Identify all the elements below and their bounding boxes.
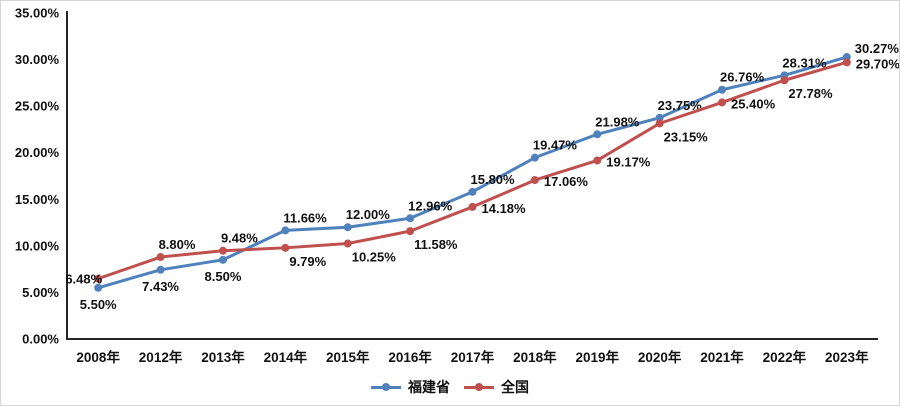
y-tick-label: 25.00% <box>15 99 60 114</box>
y-tick-label: 0.00% <box>22 332 59 347</box>
axis-lines <box>66 11 878 340</box>
data-label: 29.70% <box>856 56 900 71</box>
y-tick-label: 30.00% <box>15 52 60 67</box>
x-axis-label: 2013年 <box>201 349 245 365</box>
data-label: 30.27% <box>855 41 900 56</box>
data-point <box>281 243 290 252</box>
x-axis-label: 2019年 <box>575 349 619 365</box>
legend-label-fujian: 福建省 <box>408 379 450 395</box>
x-axis-label: 2015年 <box>326 349 370 365</box>
series-fujian: 5.50% 7.43% 8.50% 11.66% 12.00% 12.96% 15.80% 1… <box>80 41 900 312</box>
data-point <box>94 274 103 283</box>
y-tick-label: 35.00% <box>15 6 60 21</box>
x-axis-label: 2008年 <box>76 349 120 365</box>
data-point <box>593 130 602 139</box>
data-point <box>343 223 352 232</box>
data-point <box>406 227 415 236</box>
legend-label-national: 全国 <box>501 379 529 395</box>
data-point <box>655 113 664 122</box>
data-point <box>718 85 727 94</box>
data-label: 23.15% <box>664 129 709 144</box>
x-axis-label: 2018年 <box>513 349 557 365</box>
data-label: 8.50% <box>205 269 242 284</box>
data-label: 21.98% <box>595 114 640 129</box>
data-label: 14.18% <box>482 201 527 216</box>
legend-marker-fujian-icon <box>371 383 401 391</box>
data-point <box>718 98 727 107</box>
series-national: 6.48% 8.80% 9.48% 9.79% 10.25% 11.58% 14.18% 17… <box>65 56 900 287</box>
x-axis-label: 2017年 <box>451 349 495 365</box>
data-point <box>530 153 539 162</box>
data-point <box>218 246 227 255</box>
data-point <box>156 265 165 274</box>
data-label: 7.43% <box>142 279 179 294</box>
y-tick-label: 20.00% <box>15 145 60 160</box>
data-label: 10.25% <box>352 250 397 265</box>
data-label: 26.76% <box>720 70 765 85</box>
x-axis-label: 2014年 <box>264 349 308 365</box>
data-label: 11.58% <box>414 237 458 252</box>
legend-item-national: 全国 <box>464 377 529 397</box>
data-point <box>281 226 290 235</box>
data-label: 17.06% <box>544 174 589 189</box>
data-label: 12.00% <box>346 207 391 222</box>
data-point <box>343 239 352 248</box>
legend-item-fujian: 福建省 <box>371 377 450 397</box>
data-label: 9.48% <box>221 231 258 246</box>
data-label: 12.96% <box>408 198 453 213</box>
data-point <box>655 119 664 128</box>
data-point <box>406 214 415 223</box>
data-point <box>156 253 165 262</box>
x-axis-label: 2022年 <box>763 349 807 365</box>
data-label: 19.17% <box>606 154 651 169</box>
data-label: 6.48% <box>65 272 102 287</box>
x-axis-label: 2023年 <box>825 349 869 365</box>
data-label: 11.66% <box>283 210 327 225</box>
series-line <box>96 60 849 281</box>
data-label: 28.31% <box>782 55 827 70</box>
data-point <box>468 187 477 196</box>
data-label: 19.47% <box>533 138 578 153</box>
data-label: 9.79% <box>289 254 326 269</box>
data-label: 15.80% <box>471 172 516 187</box>
y-tick-label: 5.00% <box>22 285 59 300</box>
data-point <box>593 156 602 165</box>
x-axis-label: 2021年 <box>700 349 744 365</box>
y-tick-label: 10.00% <box>15 238 60 253</box>
data-point <box>94 283 103 292</box>
data-point <box>468 202 477 211</box>
x-axis-label: 2012年 <box>139 349 183 365</box>
y-tick-label: 15.00% <box>15 192 60 207</box>
data-label: 25.40% <box>731 96 776 111</box>
data-point <box>842 58 851 67</box>
data-point <box>780 76 789 85</box>
data-point <box>530 176 539 185</box>
chart-legend: 福建省 全国 <box>1 374 899 400</box>
data-label: 27.78% <box>788 86 833 101</box>
x-axis-label: 2020年 <box>638 349 682 365</box>
legend-marker-national-icon <box>464 383 494 391</box>
data-label: 5.50% <box>80 297 117 312</box>
line-chart-plot: 0.00% 5.00% 10.00% 15.00% 20.00% 25.00% 30.00%… <box>15 6 900 366</box>
data-point <box>218 255 227 264</box>
data-label: 23.75% <box>658 98 703 113</box>
data-label: 8.80% <box>159 237 196 252</box>
x-axis-label: 2016年 <box>388 349 432 365</box>
